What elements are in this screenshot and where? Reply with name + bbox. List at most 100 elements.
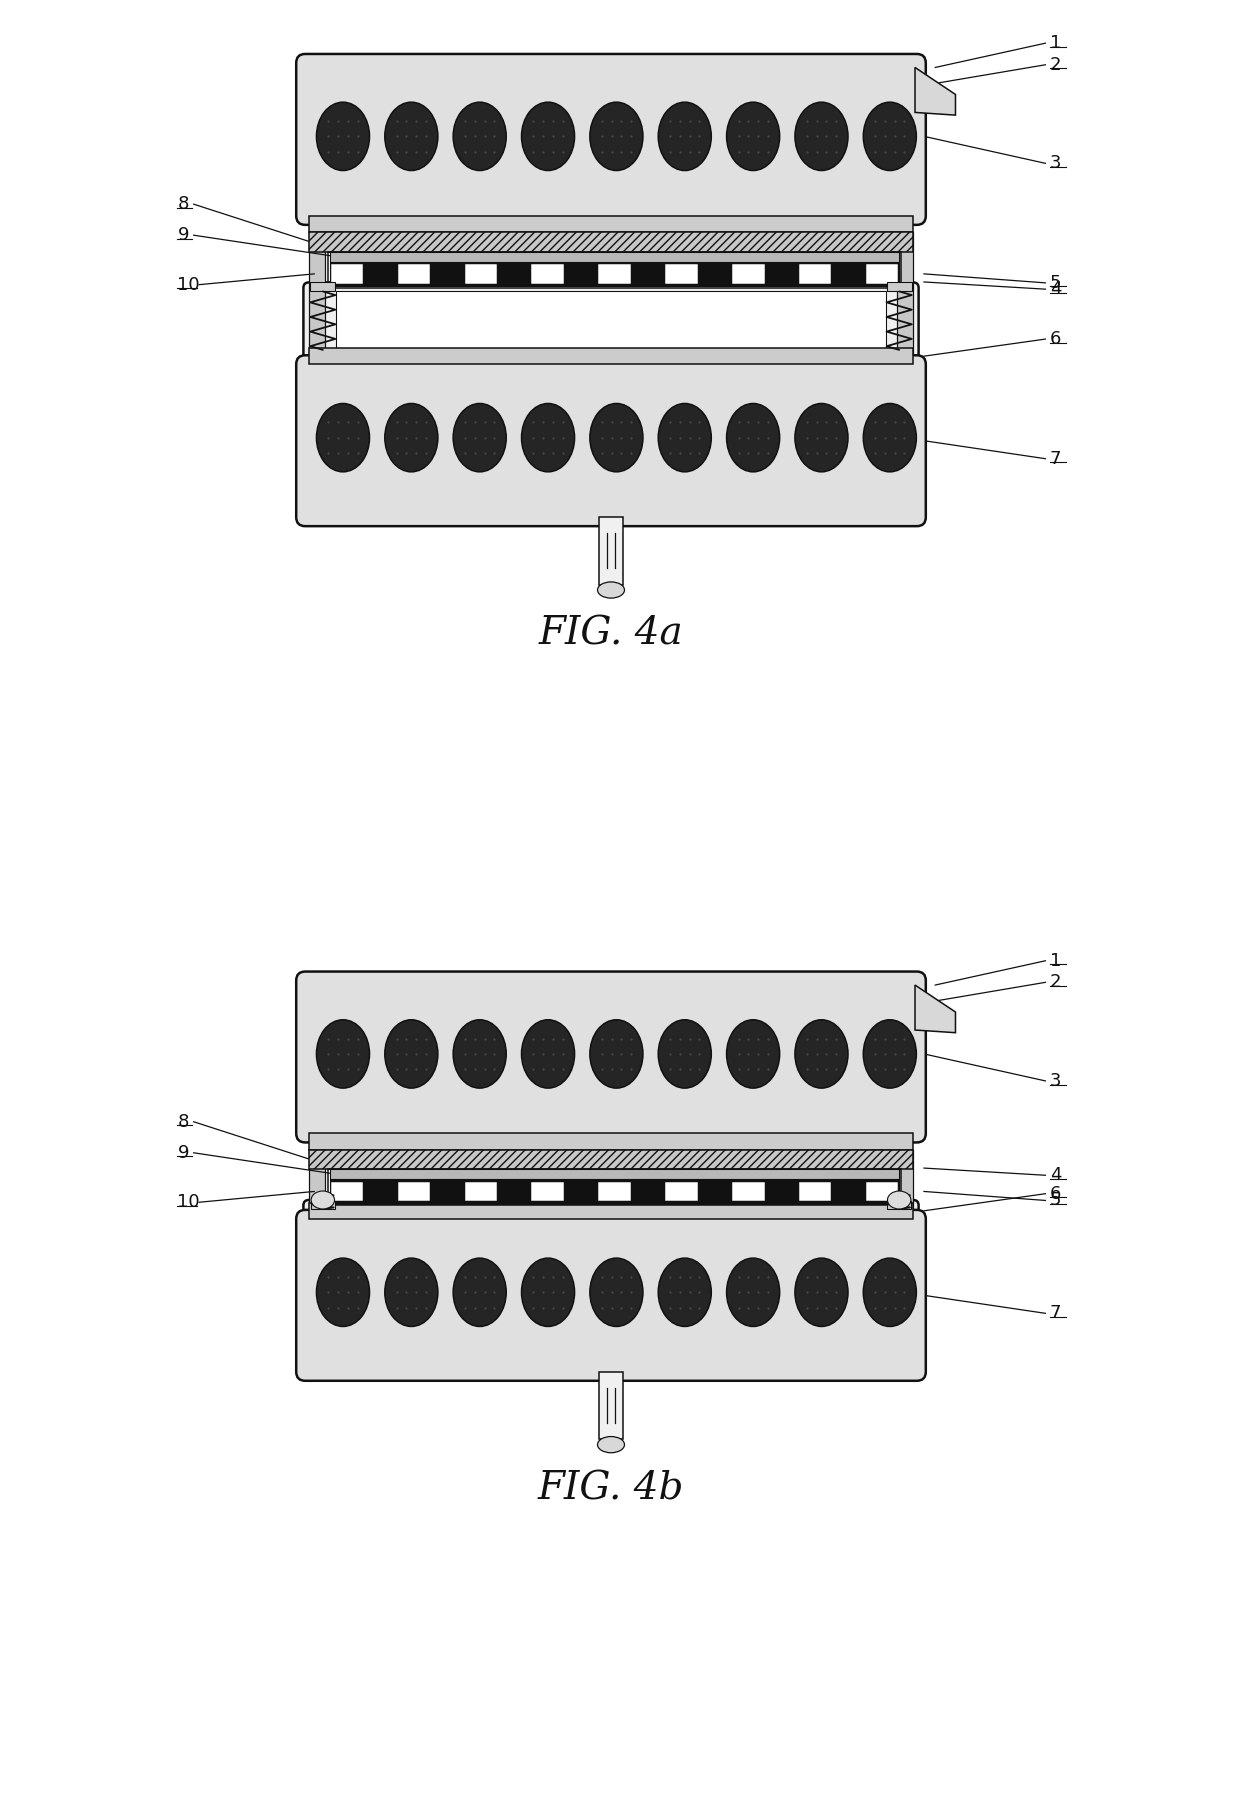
Bar [887, 282, 911, 291]
Ellipse shape [795, 102, 848, 171]
Bar [732, 1181, 765, 1201]
Ellipse shape [316, 102, 370, 171]
Text: 10: 10 [177, 276, 200, 294]
Bar [330, 1170, 899, 1179]
Text: 4: 4 [1050, 280, 1061, 298]
Bar [665, 263, 698, 283]
Ellipse shape [384, 102, 438, 171]
Ellipse shape [590, 1257, 642, 1326]
Text: 9: 9 [177, 1143, 188, 1161]
Text: 8: 8 [177, 194, 188, 213]
Ellipse shape [727, 403, 780, 472]
Bar [465, 263, 497, 283]
Text: 7: 7 [1050, 1305, 1061, 1323]
Bar [309, 233, 913, 253]
Bar [599, 518, 622, 585]
Ellipse shape [453, 1019, 506, 1088]
Text: FIG. 4a: FIG. 4a [538, 616, 683, 652]
Ellipse shape [863, 102, 916, 171]
Bar [532, 263, 564, 283]
FancyBboxPatch shape [304, 1199, 919, 1223]
Bar [330, 262, 899, 285]
Bar [309, 216, 913, 233]
Bar [309, 1134, 913, 1150]
Ellipse shape [658, 1019, 712, 1088]
Ellipse shape [795, 403, 848, 472]
Ellipse shape [658, 403, 712, 472]
Text: 5: 5 [1050, 1192, 1061, 1210]
Bar [330, 253, 899, 262]
Bar [310, 282, 336, 291]
Bar [329, 253, 901, 287]
Ellipse shape [863, 1019, 916, 1088]
Bar [309, 233, 325, 363]
Ellipse shape [888, 1190, 911, 1208]
Bar [309, 1203, 913, 1219]
Bar [331, 1181, 363, 1201]
Bar [336, 291, 887, 358]
Ellipse shape [863, 1257, 916, 1326]
Text: 8: 8 [177, 1112, 188, 1130]
Bar [309, 1150, 913, 1170]
Ellipse shape [727, 1257, 780, 1326]
Text: 10: 10 [177, 1194, 200, 1212]
Ellipse shape [316, 1257, 370, 1326]
Text: 2: 2 [1050, 974, 1061, 992]
Ellipse shape [590, 102, 642, 171]
FancyBboxPatch shape [296, 55, 926, 225]
Bar [309, 349, 913, 363]
Bar [309, 1150, 325, 1219]
Text: 6: 6 [1050, 1185, 1061, 1203]
Text: 3: 3 [1050, 154, 1061, 173]
Bar [799, 1181, 832, 1201]
Bar [732, 263, 765, 283]
FancyBboxPatch shape [296, 1210, 926, 1381]
Bar [330, 1179, 899, 1203]
Text: 7: 7 [1050, 449, 1061, 467]
Ellipse shape [522, 1257, 574, 1326]
Bar [398, 1181, 430, 1201]
Polygon shape [915, 67, 956, 114]
FancyBboxPatch shape [296, 972, 926, 1143]
Text: 9: 9 [177, 225, 188, 243]
Text: 3: 3 [1050, 1072, 1061, 1090]
Ellipse shape [384, 1019, 438, 1088]
Ellipse shape [311, 1190, 335, 1208]
Bar [897, 1150, 913, 1219]
Text: 6: 6 [1050, 331, 1061, 349]
Bar [599, 1181, 631, 1201]
Ellipse shape [598, 581, 625, 598]
Bar [329, 1170, 901, 1205]
Ellipse shape [453, 1257, 506, 1326]
Ellipse shape [384, 1257, 438, 1326]
Ellipse shape [795, 1257, 848, 1326]
Ellipse shape [384, 403, 438, 472]
FancyBboxPatch shape [296, 356, 926, 527]
Ellipse shape [863, 403, 916, 472]
Ellipse shape [590, 1019, 642, 1088]
Ellipse shape [522, 403, 574, 472]
Ellipse shape [316, 1019, 370, 1088]
Bar [866, 263, 898, 283]
Ellipse shape [727, 102, 780, 171]
Text: 1: 1 [1050, 952, 1061, 970]
Ellipse shape [658, 102, 712, 171]
Bar [799, 263, 832, 283]
Ellipse shape [522, 1019, 574, 1088]
Bar [398, 263, 430, 283]
Bar [599, 1372, 622, 1439]
Bar [311, 1201, 335, 1208]
Text: 4: 4 [1050, 1167, 1061, 1185]
Bar [336, 1208, 887, 1212]
Ellipse shape [522, 102, 574, 171]
Text: 2: 2 [1050, 56, 1061, 74]
Polygon shape [915, 985, 956, 1032]
Bar [465, 1181, 497, 1201]
Ellipse shape [316, 403, 370, 472]
Text: FIG. 4b: FIG. 4b [538, 1470, 684, 1508]
FancyBboxPatch shape [304, 282, 919, 367]
Bar [897, 233, 913, 363]
Bar [866, 1181, 898, 1201]
Text: 1: 1 [1050, 35, 1061, 53]
Ellipse shape [727, 1019, 780, 1088]
